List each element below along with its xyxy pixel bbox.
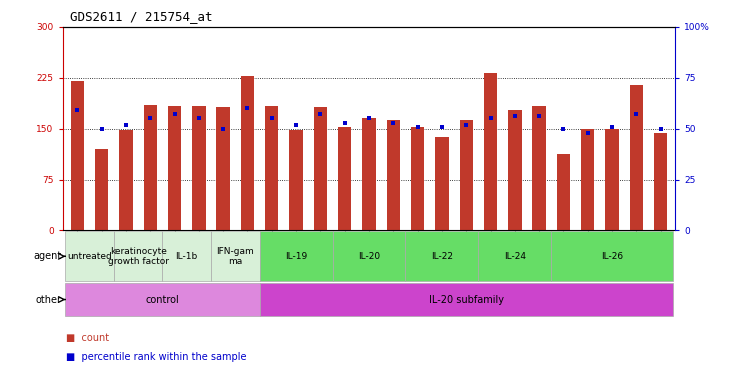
Text: agent: agent xyxy=(33,251,61,262)
Bar xyxy=(508,110,522,230)
Bar xyxy=(192,106,206,230)
Bar xyxy=(260,232,333,281)
Bar xyxy=(532,106,546,230)
Bar xyxy=(551,232,673,281)
Bar xyxy=(265,106,278,230)
Text: ■  count: ■ count xyxy=(66,333,109,343)
Bar xyxy=(478,232,551,281)
Bar xyxy=(65,283,260,316)
Bar xyxy=(654,133,667,230)
Bar xyxy=(333,232,405,281)
Bar xyxy=(435,137,449,230)
Text: control: control xyxy=(145,295,179,305)
Bar xyxy=(411,127,424,230)
Text: other: other xyxy=(35,295,61,305)
Bar xyxy=(405,232,478,281)
Bar xyxy=(144,105,157,230)
Text: IFN-gam
ma: IFN-gam ma xyxy=(216,247,254,266)
Bar xyxy=(114,232,162,281)
Text: IL-20: IL-20 xyxy=(358,252,380,261)
Text: IL-26: IL-26 xyxy=(601,252,623,261)
Text: IL-20 subfamily: IL-20 subfamily xyxy=(429,295,504,305)
Bar xyxy=(216,107,230,230)
Bar xyxy=(387,121,400,230)
Bar xyxy=(120,130,133,230)
Bar xyxy=(605,129,618,230)
Text: ■  percentile rank within the sample: ■ percentile rank within the sample xyxy=(66,352,247,362)
Bar xyxy=(211,232,260,281)
Text: keratinocyte
growth factor: keratinocyte growth factor xyxy=(108,247,168,266)
Bar xyxy=(168,106,182,230)
Text: IL-1b: IL-1b xyxy=(176,252,198,261)
Bar xyxy=(71,81,84,230)
Text: untreated: untreated xyxy=(67,252,112,261)
Bar xyxy=(484,73,497,230)
Bar xyxy=(581,129,594,230)
Bar xyxy=(556,154,570,230)
Bar xyxy=(162,232,211,281)
Text: IL-19: IL-19 xyxy=(285,252,307,261)
Bar xyxy=(65,232,114,281)
Bar xyxy=(460,121,473,230)
Text: IL-22: IL-22 xyxy=(431,252,453,261)
Bar xyxy=(95,149,108,230)
Bar xyxy=(260,283,673,316)
Bar xyxy=(314,107,327,230)
Text: GDS2611 / 215754_at: GDS2611 / 215754_at xyxy=(70,10,213,23)
Text: IL-24: IL-24 xyxy=(504,252,526,261)
Bar xyxy=(630,84,643,230)
Bar xyxy=(289,130,303,230)
Bar xyxy=(362,118,376,230)
Bar xyxy=(338,127,351,230)
Bar xyxy=(241,76,254,230)
